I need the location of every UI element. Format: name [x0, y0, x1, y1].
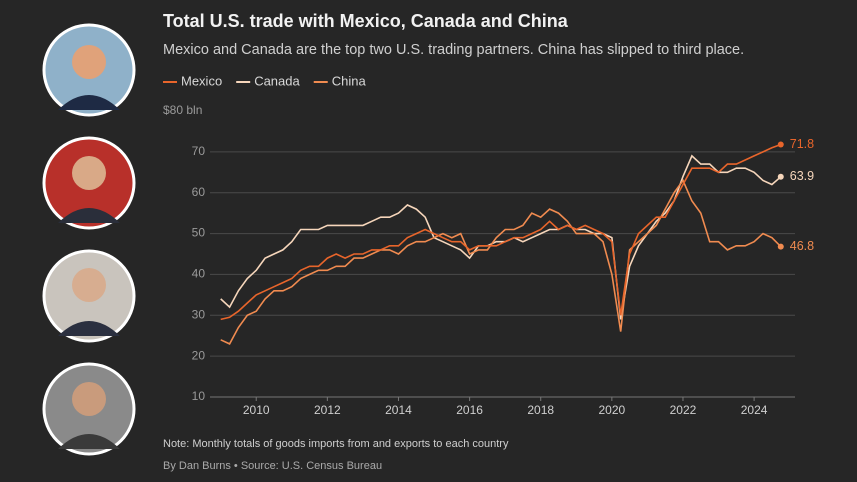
- portrait: [42, 249, 136, 343]
- x-tick-label: 2014: [385, 403, 412, 417]
- legend-label: Mexico: [181, 73, 222, 88]
- x-tick-label: 2024: [741, 403, 768, 417]
- chart-subtitle: Mexico and Canada are the top two U.S. t…: [163, 42, 744, 58]
- y-tick-label: 40: [192, 267, 206, 281]
- note: Note: Monthly totals of goods imports fr…: [163, 438, 509, 450]
- x-tick-label: 2010: [243, 403, 270, 417]
- byline: By Dan Burns • Source: U.S. Census Burea…: [163, 460, 382, 472]
- series-line: [220, 143, 782, 321]
- x-tick-label: 2016: [456, 403, 483, 417]
- legend-label: Canada: [254, 73, 300, 88]
- legend-label: China: [332, 73, 367, 88]
- y-tick-label: 70: [192, 144, 206, 158]
- portrait: [42, 23, 136, 117]
- end-label: 71.8: [790, 137, 814, 151]
- portraits: [42, 23, 136, 456]
- x-tick-label: 2022: [670, 403, 697, 417]
- end-dot: [777, 243, 784, 250]
- y-tick-label: 50: [192, 226, 206, 240]
- chart-title: Total U.S. trade with Mexico, Canada and…: [163, 11, 569, 31]
- end-label: 46.8: [790, 239, 814, 253]
- y-tick-label: 30: [192, 307, 206, 321]
- y-tick-label: 10: [192, 389, 206, 403]
- x-tick-label: 2018: [527, 403, 554, 417]
- x-tick-label: 2020: [599, 403, 626, 417]
- portrait: [42, 136, 136, 230]
- x-tick-label: 2012: [314, 403, 341, 417]
- series-line: [220, 178, 782, 345]
- portrait: [42, 362, 136, 456]
- y-tick-label: $80 bln: [163, 103, 202, 117]
- y-tick-label: 60: [192, 185, 206, 199]
- end-dot: [777, 173, 784, 180]
- end-label: 63.9: [790, 169, 814, 183]
- y-tick-label: 20: [192, 348, 206, 362]
- series-line: [220, 154, 782, 320]
- end-dot: [777, 141, 784, 148]
